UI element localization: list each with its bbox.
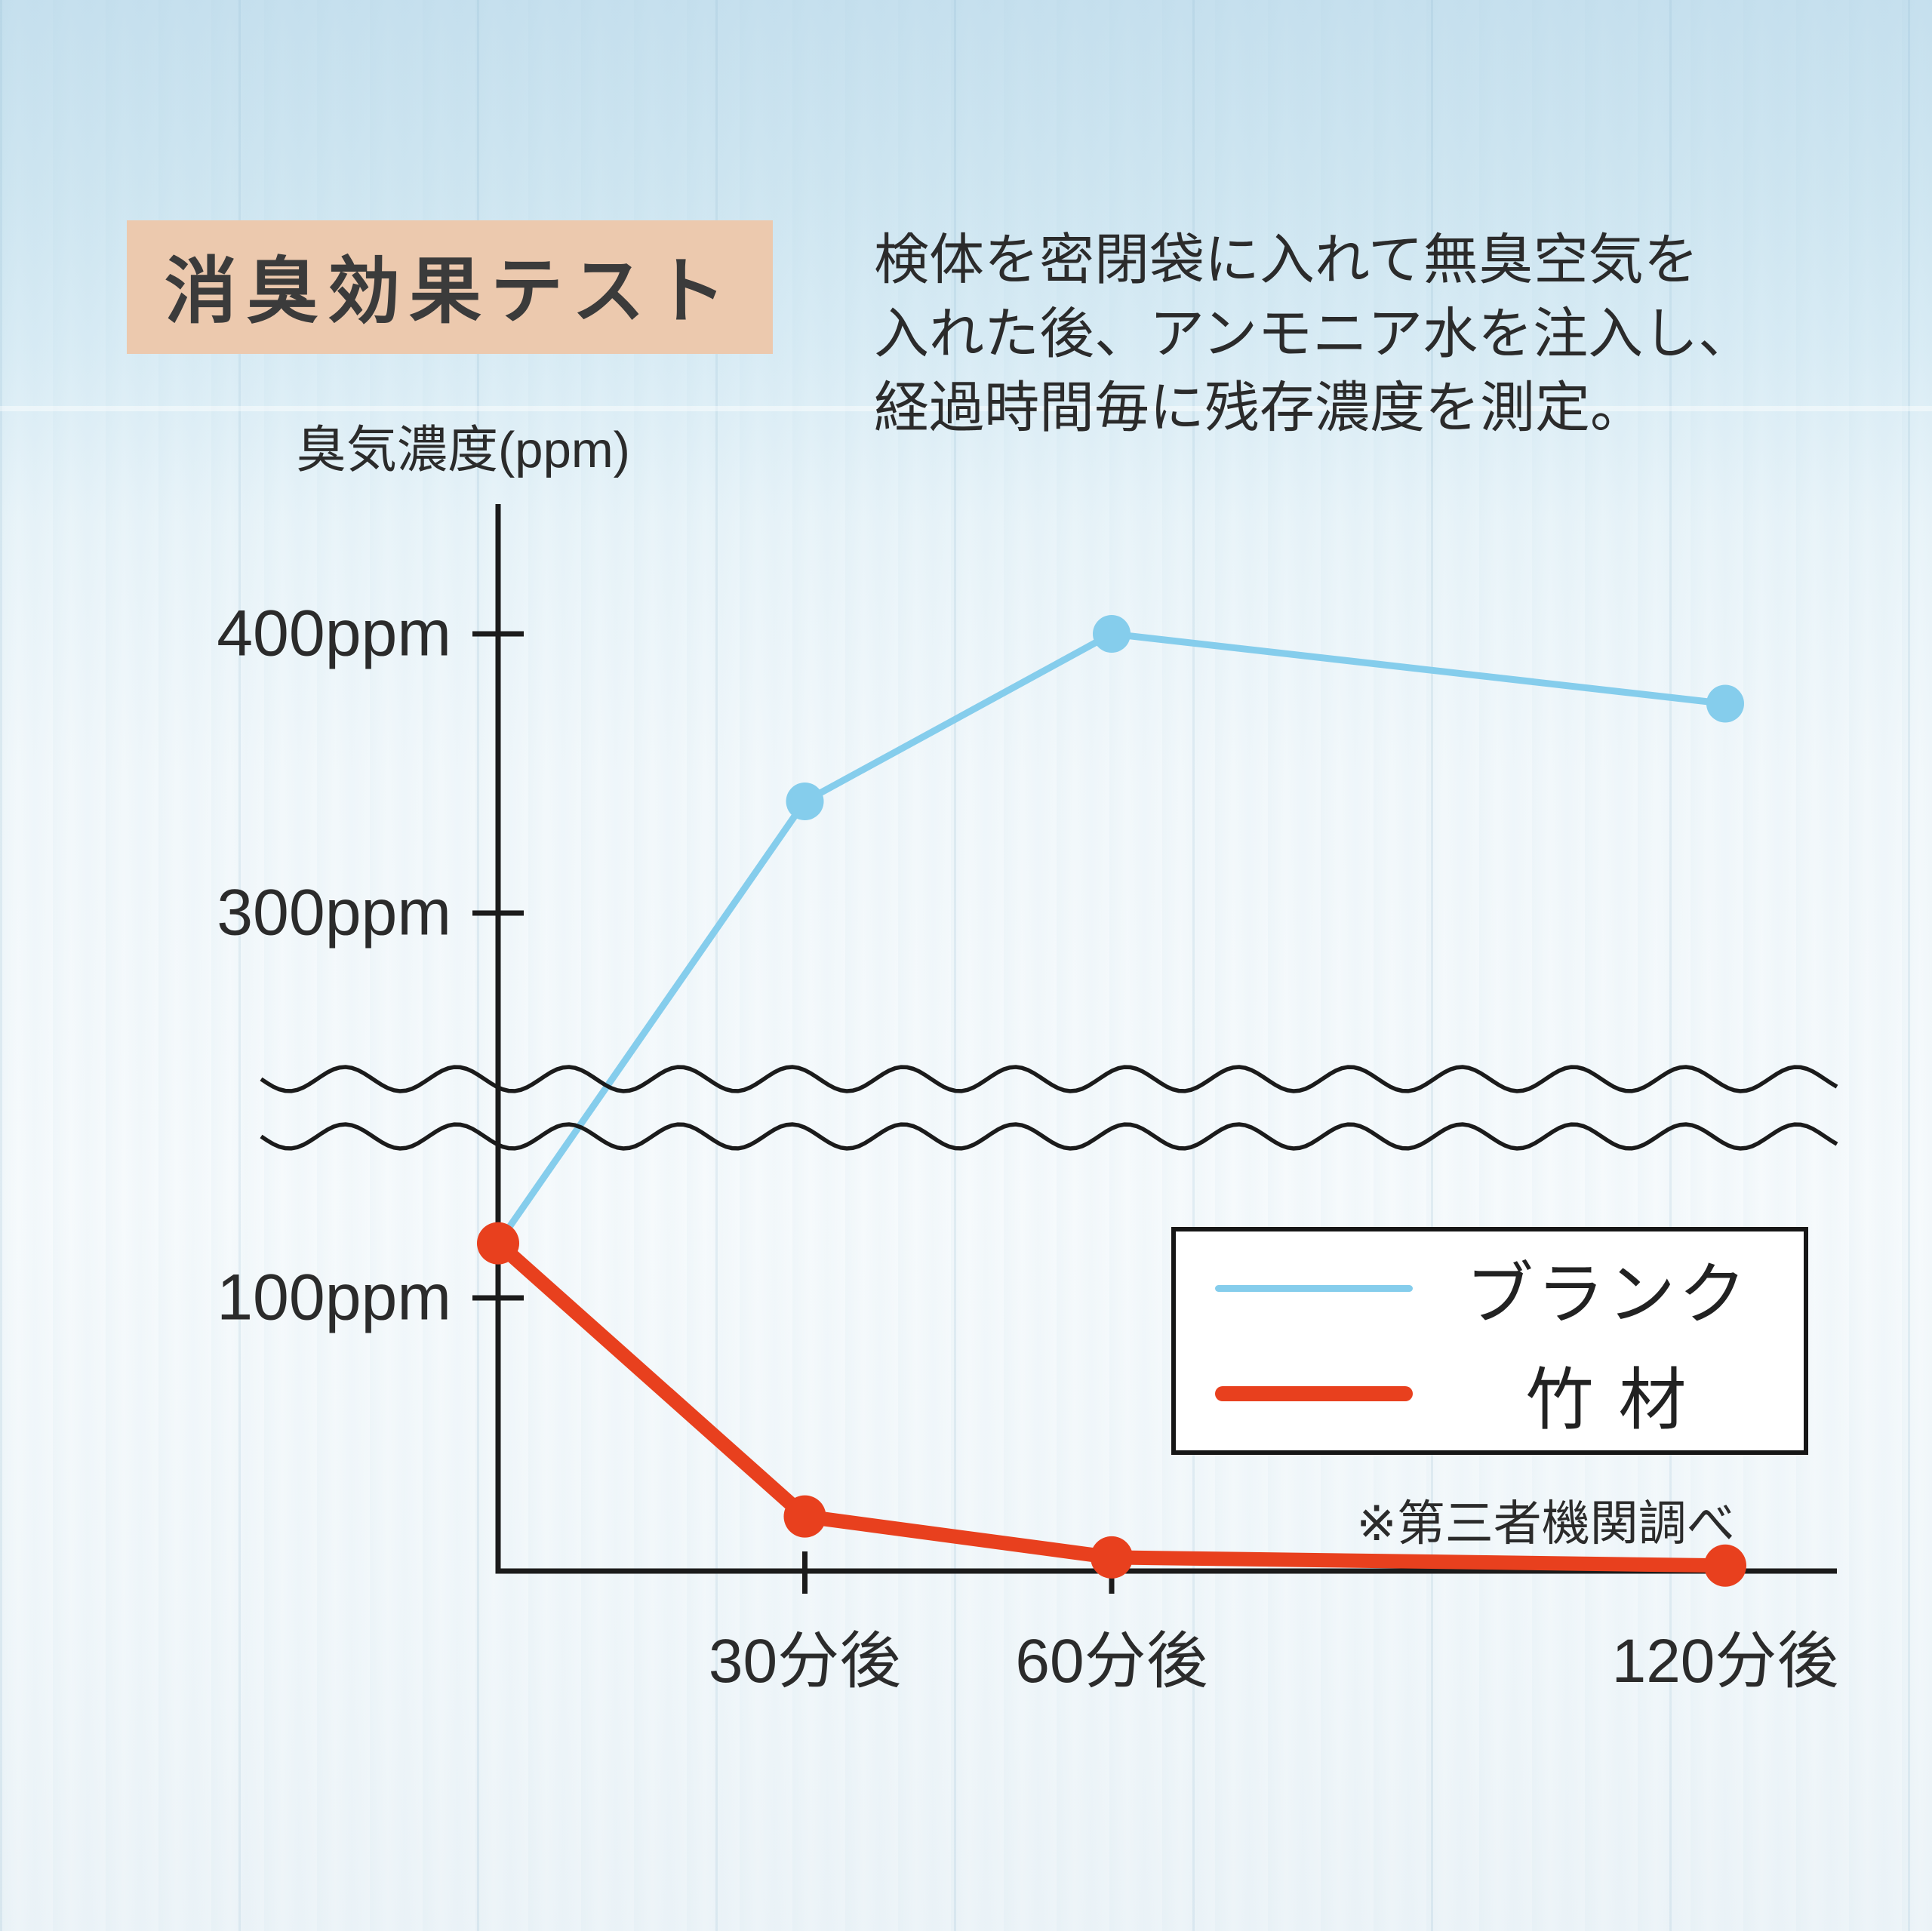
legend-item-blank: ブランク	[1215, 1239, 1764, 1337]
legend-line-bamboo	[1215, 1386, 1413, 1401]
y-tick-label: 100ppm	[217, 1261, 451, 1334]
test-description-line1: 検体を密閉袋に入れて無臭空気を	[874, 229, 1699, 291]
x-tick-label: 120分後	[1611, 1627, 1839, 1696]
legend-line-blank	[1215, 1284, 1413, 1292]
wood-plank-seam	[0, 406, 1932, 411]
legend-label-bamboo: 竹 材	[1525, 1363, 1690, 1438]
x-tick-label: 30分後	[708, 1627, 902, 1696]
chart-title-badge: 消臭効果テスト	[127, 220, 773, 354]
legend-label-blank: ブランク	[1466, 1257, 1749, 1333]
test-description: 検体を密閉袋に入れて無臭空気を 入れた後、アンモニア水を注入し、 経過時間毎に残…	[874, 223, 1855, 444]
x-tick-label: 60分後	[1015, 1627, 1208, 1696]
legend: ブランク 竹 材	[1171, 1227, 1808, 1455]
chart-title: 消臭効果テスト	[165, 251, 735, 332]
y-tick-label: 400ppm	[217, 597, 451, 670]
y-axis-title: 臭気濃度(ppm)	[296, 422, 630, 478]
y-tick-label: 300ppm	[217, 876, 451, 949]
test-description-line3: 経過時間毎に残存濃度を測定。	[874, 377, 1645, 438]
third-party-note: ※第三者機関調べ	[1356, 1496, 1735, 1551]
legend-item-bamboo: 竹 材	[1215, 1345, 1764, 1443]
test-description-line2: 入れた後、アンモニア水を注入し、	[874, 303, 1754, 364]
